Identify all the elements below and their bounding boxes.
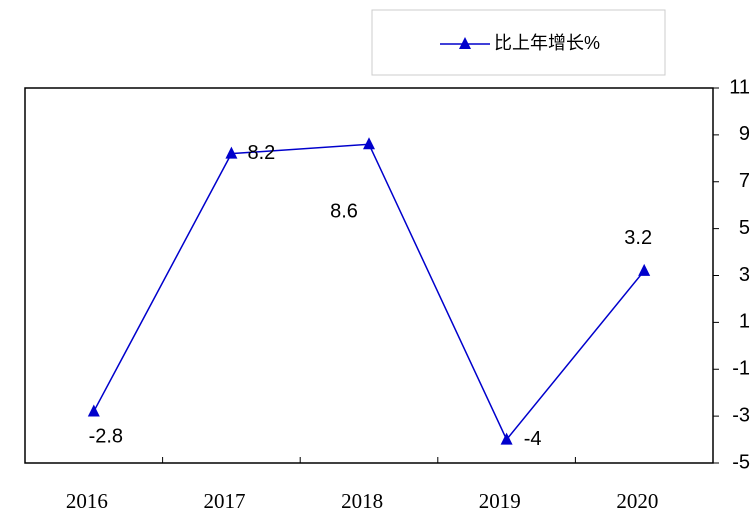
data-label: -4 — [524, 428, 542, 450]
y-tick-label: 5 — [739, 217, 750, 239]
y-tick-label: 11 — [729, 76, 750, 98]
y-tick-label: 9 — [739, 123, 750, 145]
y-tick-label: -1 — [732, 358, 750, 380]
marker — [638, 263, 651, 276]
marker — [363, 137, 375, 150]
data-label: -2.8 — [89, 426, 123, 448]
y-tick-label: -3 — [732, 404, 750, 426]
x-tick-label: 2019 — [479, 489, 521, 513]
x-tick-label: 2016 — [66, 489, 108, 513]
marker — [87, 404, 100, 417]
legend-label: 比上年增长% — [494, 33, 600, 53]
data-label: 8.2 — [247, 142, 275, 164]
legend-box — [371, 9, 666, 76]
y-tick-label: -5 — [732, 451, 750, 473]
data-label: 3.2 — [624, 227, 652, 249]
series-line — [93, 143, 645, 441]
y-tick-label: 1 — [739, 311, 750, 333]
y-tick-label: 7 — [739, 170, 750, 192]
y-tick-label: 3 — [739, 264, 750, 286]
legend-marker — [459, 37, 471, 49]
x-tick-label: 2020 — [616, 489, 658, 513]
x-tick-label: 2018 — [341, 489, 383, 513]
x-tick-label: 2017 — [204, 489, 246, 513]
marker — [225, 146, 238, 159]
marker — [500, 432, 513, 445]
data-label: 8.6 — [330, 201, 358, 223]
